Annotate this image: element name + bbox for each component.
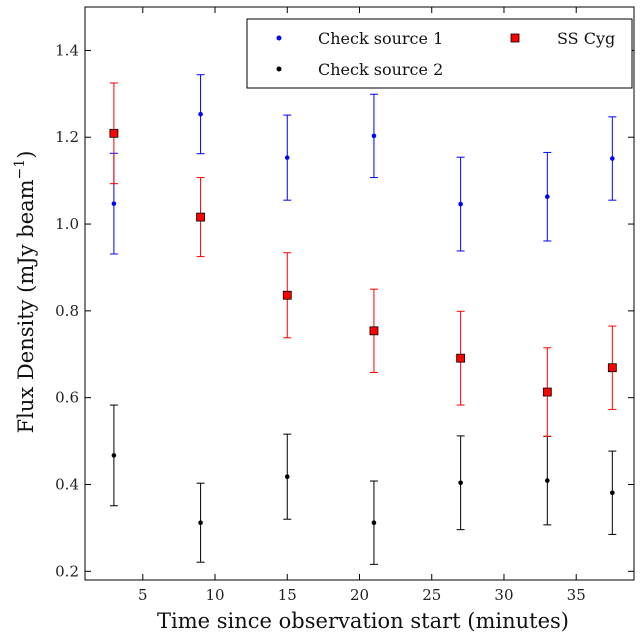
y-axis-label: Flux Density (mJy beam−1) [12,151,38,434]
x-axis-label: Time since observation start (minutes) [157,609,569,633]
y-tick-label: 0.2 [55,562,79,580]
x-tick-label: 10 [205,586,224,604]
data-point [456,353,466,363]
data-point [545,194,550,199]
y-axis-label-exponent: −1 [12,159,28,180]
data-point [198,111,203,117]
x-tick-label: 35 [567,586,586,604]
series-check-source-1 [109,74,617,255]
x-tick-label: 5 [138,586,148,604]
data-point [109,128,119,138]
plot-frame [84,6,635,581]
data-point [284,474,290,479]
series-ss-cyg [109,82,617,437]
plot-area [109,74,617,565]
data-point [369,326,379,336]
y-tick-label: 1.4 [55,41,79,59]
y-tick-label: 0.8 [55,302,79,320]
x-tick-label: 15 [278,586,297,604]
y-tick-label: 1.2 [55,128,79,146]
data-point [545,478,550,483]
data-point [610,156,615,161]
data-point [198,520,203,525]
series-check-source-2 [109,404,617,565]
axes: 5 10 15 20 25 30 35 0.2 0.4 0.6 0.8 1.0 1.2 1.4 [55,6,635,604]
data-point [282,290,292,300]
legend: Check source 1 Check source 2 SS Cyg [246,18,633,89]
data-point [542,387,552,397]
y-axis-label-main: Flux Density (mJy beam [14,179,38,433]
data-point [607,363,617,373]
y-tick-label: 0.6 [55,389,79,407]
y-tick-label: 0.4 [55,476,79,494]
data-point [284,155,290,160]
data-point [111,201,117,206]
legend-label-check-source-1: Check source 1 [318,29,443,48]
x-tick-label: 25 [422,586,441,604]
data-point [371,133,377,139]
data-point [458,201,463,207]
data-point [371,520,377,525]
x-tick-label: 30 [494,586,513,604]
legend-marker-check-source-1 [276,35,282,41]
legend-label-check-source-2: Check source 2 [318,60,443,79]
legend-marker-check-source-2 [276,66,282,72]
data-point [196,212,205,222]
y-tick-label: 1.0 [55,215,79,233]
legend-box [246,18,633,89]
data-point [111,453,117,458]
data-point [610,490,615,496]
y-axis-label-close: ) [14,151,38,159]
legend-label-ss-cyg: SS Cyg [557,29,615,48]
legend-marker-ss-cyg [510,33,520,43]
data-point [458,480,463,486]
x-tick-label: 20 [350,586,369,604]
